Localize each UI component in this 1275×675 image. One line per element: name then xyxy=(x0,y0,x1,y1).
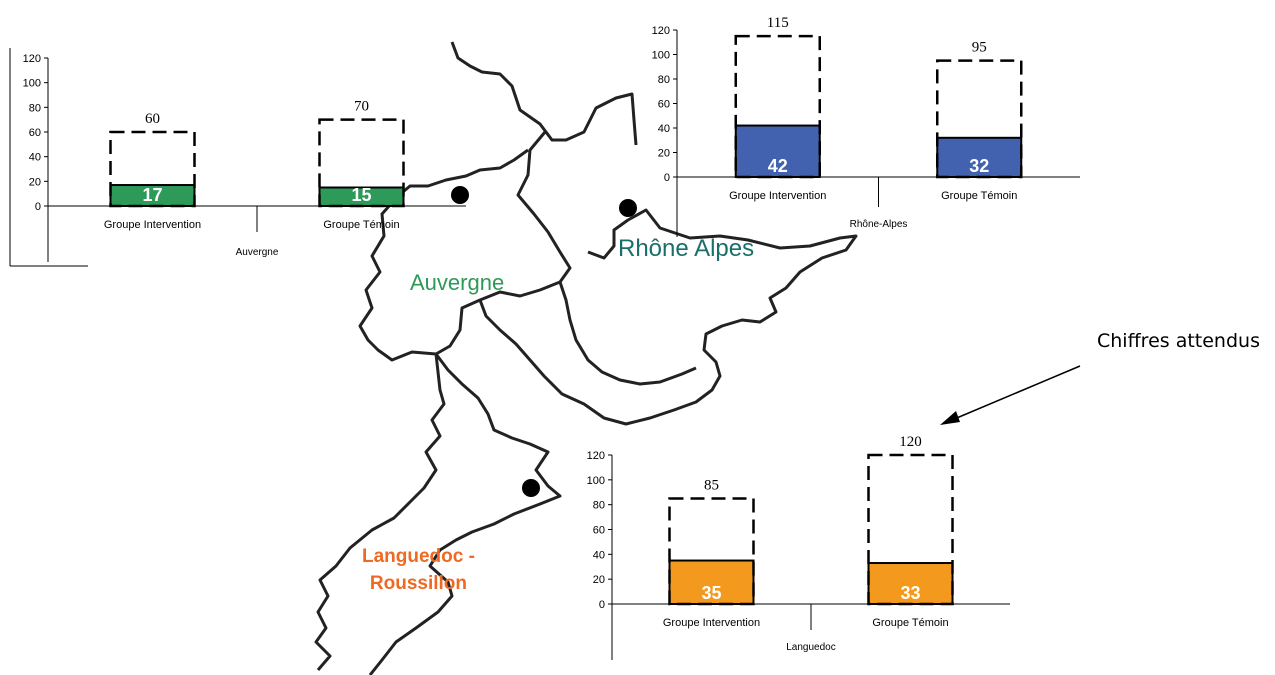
x-category-label: Groupe Témoin xyxy=(872,617,948,629)
y-tick-label: 0 xyxy=(599,599,605,611)
annotation-expected-figures: Chiffres attendus xyxy=(1097,330,1260,352)
x-axis-title: Rhône-Alpes xyxy=(850,219,908,230)
map-label-auvergne: Auvergne xyxy=(410,270,505,295)
data-label-observed: 35 xyxy=(701,583,721,603)
city-dot-montpellier xyxy=(522,479,540,497)
bar-expected xyxy=(734,34,821,179)
chart-rhone-alpes: 0 20 40 60 80 100 120 42 115 Groupe Intervention 3… xyxy=(652,15,1080,237)
y-tick-label: 0 xyxy=(664,172,670,184)
y-tick-label: 80 xyxy=(29,102,41,114)
map-label-languedoc-line2: Roussillon xyxy=(369,573,468,594)
map-border-rhone xyxy=(478,208,858,426)
bar-expected xyxy=(109,130,196,208)
chart-auvergne: 0 20 40 60 80 100 120 17 60 Groupe Intervention 15… xyxy=(9,48,466,267)
data-label-expected: 70 xyxy=(354,99,369,115)
y-tick-label: 120 xyxy=(23,53,41,65)
data-label-expected: 60 xyxy=(145,111,160,127)
city-dot-lyon xyxy=(619,199,637,217)
bar-observed xyxy=(734,124,821,179)
x-axis-title: Languedoc xyxy=(786,642,836,653)
y-tick-label: 100 xyxy=(587,475,605,487)
map-label-rhone-alpes: Rhône Alpes xyxy=(618,235,755,262)
bar-observed xyxy=(867,562,954,605)
data-label-observed: 15 xyxy=(351,185,371,205)
y-tick-label: 60 xyxy=(29,127,41,139)
x-category-label: Groupe Intervention xyxy=(104,219,201,231)
x-category-label: Groupe Témoin xyxy=(323,219,399,231)
data-label-expected: 120 xyxy=(899,434,922,450)
data-label-observed: 42 xyxy=(768,156,788,176)
x-category-label: Groupe Témoin xyxy=(941,190,1017,202)
y-tick-label: 40 xyxy=(658,123,670,135)
chart-languedoc: 0 20 40 60 80 100 120 35 85 Groupe Intervention 33… xyxy=(587,434,1010,660)
data-label-observed: 32 xyxy=(969,156,989,176)
map-border-languedoc xyxy=(314,353,562,675)
y-tick-label: 20 xyxy=(658,148,670,160)
map-border-north xyxy=(450,41,638,146)
map-inner-border xyxy=(558,281,697,386)
y-tick-label: 60 xyxy=(658,99,670,111)
x-category-label: Groupe Intervention xyxy=(729,190,826,202)
bar-expected xyxy=(668,497,755,606)
y-tick-label: 100 xyxy=(652,50,670,62)
y-tick-label: 80 xyxy=(658,74,670,86)
y-tick-label: 0 xyxy=(35,201,41,213)
bar-expected xyxy=(867,453,954,606)
map-label-languedoc-line1: Languedoc - xyxy=(362,546,475,567)
bar-expected xyxy=(318,118,405,208)
data-label-observed: 33 xyxy=(900,583,920,603)
y-tick-label: 40 xyxy=(29,152,41,164)
y-tick-label: 40 xyxy=(593,549,605,561)
bar-expected xyxy=(936,59,1023,179)
y-tick-label: 120 xyxy=(587,450,605,462)
data-label-observed: 17 xyxy=(142,185,162,205)
y-tick-label: 100 xyxy=(23,78,41,90)
data-label-expected: 95 xyxy=(972,40,987,56)
city-dot-clermont xyxy=(451,186,469,204)
y-tick-label: 20 xyxy=(593,574,605,586)
y-tick-label: 20 xyxy=(29,176,41,188)
y-tick-label: 60 xyxy=(593,525,605,537)
x-axis-title: Auvergne xyxy=(236,247,279,258)
map-label-languedoc: Languedoc - Roussillon xyxy=(362,543,475,597)
x-category-label: Groupe Intervention xyxy=(663,617,760,629)
y-tick-label: 120 xyxy=(652,25,670,37)
map-border-auvergne xyxy=(358,131,572,362)
data-label-expected: 115 xyxy=(767,15,789,31)
bar-observed xyxy=(668,559,755,606)
data-label-expected: 85 xyxy=(704,477,719,493)
y-tick-label: 80 xyxy=(593,500,605,512)
